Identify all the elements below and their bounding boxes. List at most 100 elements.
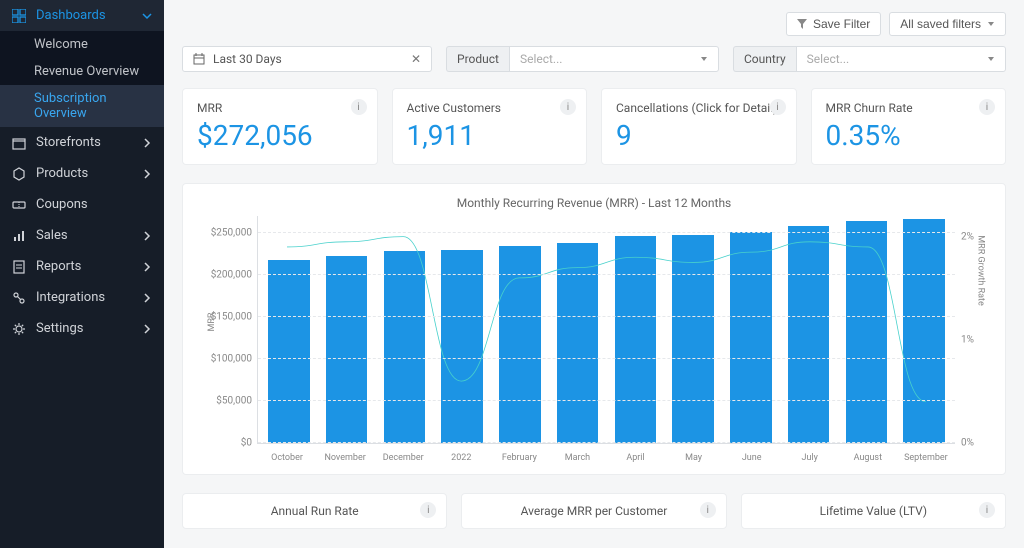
card-ltv: i Lifetime Value (LTV) <box>741 493 1006 529</box>
all-saved-filters-button[interactable]: All saved filters <box>889 12 1006 36</box>
main-content: Save Filter All saved filters Last 30 Da… <box>164 0 1024 548</box>
bar <box>499 246 541 443</box>
bar <box>788 226 830 443</box>
top-actions: Save Filter All saved filters <box>182 12 1006 36</box>
sidebar-section-integrations[interactable]: Integrations <box>0 282 164 313</box>
bar <box>384 251 426 443</box>
kpi-value: 1,911 <box>407 119 573 152</box>
card-annual-run-rate: i Annual Run Rate <box>182 493 447 529</box>
chevron-right-icon <box>140 324 154 334</box>
filter-row: Last 30 Days ✕ Product Select... Country… <box>182 46 1006 72</box>
bar <box>903 219 945 443</box>
info-icon[interactable]: i <box>351 99 367 115</box>
caret-down-icon <box>987 20 995 28</box>
chart-title: Monthly Recurring Revenue (MRR) - Last 1… <box>197 196 991 210</box>
bar-slot[interactable] <box>838 216 896 443</box>
chevron-right-icon <box>140 293 154 303</box>
select-placeholder: Select... <box>520 52 562 66</box>
coupons-icon <box>10 198 28 212</box>
integrations-icon <box>10 291 28 305</box>
card-label: Annual Run Rate <box>271 504 359 518</box>
filter-tag: Country <box>733 46 796 72</box>
bar <box>615 236 657 443</box>
chevron-right-icon <box>140 138 154 148</box>
bars-container <box>258 216 955 443</box>
button-label: All saved filters <box>900 17 981 31</box>
sidebar-section-storefronts[interactable]: Storefronts <box>0 127 164 158</box>
product-select[interactable]: Select... <box>509 46 719 72</box>
button-label: Save Filter <box>813 17 870 31</box>
bar <box>268 260 310 443</box>
bar-slot[interactable] <box>260 216 318 443</box>
sidebar-item-revenue-overview[interactable]: Revenue Overview <box>0 58 164 85</box>
filter-tag: Product <box>446 46 509 72</box>
caret-down-icon <box>700 55 708 63</box>
sidebar-section-label: Storefronts <box>36 135 140 150</box>
caret-down-icon <box>987 55 995 63</box>
info-icon[interactable]: i <box>700 502 716 518</box>
sidebar-section-sales[interactable]: Sales <box>0 220 164 251</box>
sidebar-section-label: Dashboards <box>36 8 140 23</box>
chart-plot: OctoberNovemberDecember2022FebruaryMarch… <box>257 216 955 444</box>
card-label: Lifetime Value (LTV) <box>820 504 927 518</box>
kpi-active-customers: i Active Customers 1,911 <box>392 88 588 165</box>
kpi-mrr: i MRR $272,056 <box>182 88 378 165</box>
bar <box>730 232 772 443</box>
chevron-right-icon <box>140 231 154 241</box>
sidebar-section-products[interactable]: Products <box>0 158 164 189</box>
sidebar-section-reports[interactable]: Reports <box>0 251 164 282</box>
bar-slot[interactable] <box>722 216 780 443</box>
dashboard-icon <box>10 9 28 23</box>
bar-slot[interactable] <box>318 216 376 443</box>
bar-slot[interactable] <box>895 216 953 443</box>
sidebar-item-subscription-overview[interactable]: Subscription Overview <box>0 85 164 127</box>
bar-slot[interactable] <box>780 216 838 443</box>
kpi-churn-rate: i MRR Churn Rate 0.35% <box>811 88 1007 165</box>
sidebar-section-dashboards[interactable]: Dashboards <box>0 0 164 31</box>
x-labels: OctoberNovemberDecember2022FebruaryMarch… <box>258 453 955 463</box>
kpi-label: Cancellations (Click for Detail) <box>616 101 782 115</box>
card-label: Average MRR per Customer <box>521 504 668 518</box>
reports-icon <box>10 260 28 274</box>
chevron-right-icon <box>140 169 154 179</box>
kpi-cancellations[interactable]: i Cancellations (Click for Detail) 9 <box>601 88 797 165</box>
sidebar-section-label: Integrations <box>36 290 140 305</box>
sidebar-subitems-dashboards: Welcome Revenue Overview Subscription Ov… <box>0 31 164 127</box>
country-select[interactable]: Select... <box>796 46 1006 72</box>
storefront-icon <box>10 136 28 150</box>
card-avg-mrr-per-customer: i Average MRR per Customer <box>461 493 726 529</box>
info-icon[interactable]: i <box>770 99 786 115</box>
sidebar-section-label: Coupons <box>36 197 154 212</box>
kpi-label: Active Customers <box>407 101 573 115</box>
save-filter-button[interactable]: Save Filter <box>786 12 881 36</box>
bar-slot[interactable] <box>607 216 665 443</box>
sidebar-section-label: Settings <box>36 321 140 336</box>
bar-slot[interactable] <box>491 216 549 443</box>
bar <box>441 250 483 443</box>
sidebar-section-label: Products <box>36 166 140 181</box>
kpi-value: 0.35% <box>826 119 992 152</box>
kpi-row: i MRR $272,056 i Active Customers 1,911 … <box>182 88 1006 165</box>
sidebar-section-coupons[interactable]: Coupons <box>0 189 164 220</box>
bar <box>326 256 368 443</box>
bar-slot[interactable] <box>664 216 722 443</box>
bar-slot[interactable] <box>376 216 434 443</box>
info-icon[interactable]: i <box>420 502 436 518</box>
bar-slot[interactable] <box>433 216 491 443</box>
bar <box>672 235 714 444</box>
kpi-label: MRR <box>197 101 363 115</box>
clear-date-icon[interactable]: ✕ <box>411 52 421 66</box>
info-icon[interactable]: i <box>560 99 576 115</box>
country-filter: Country Select... <box>733 46 1006 72</box>
sidebar-section-label: Reports <box>36 259 140 274</box>
kpi-label: MRR Churn Rate <box>826 101 992 115</box>
bar-slot[interactable] <box>549 216 607 443</box>
info-icon[interactable]: i <box>979 99 995 115</box>
sidebar-item-welcome[interactable]: Welcome <box>0 31 164 58</box>
y2-axis-title: MRR Growth Rate <box>975 235 985 305</box>
sidebar-section-settings[interactable]: Settings <box>0 313 164 344</box>
info-icon[interactable]: i <box>979 502 995 518</box>
sidebar-section-label: Sales <box>36 228 140 243</box>
date-range-filter[interactable]: Last 30 Days ✕ <box>182 46 432 72</box>
sidebar: Dashboards Welcome Revenue Overview Subs… <box>0 0 164 548</box>
